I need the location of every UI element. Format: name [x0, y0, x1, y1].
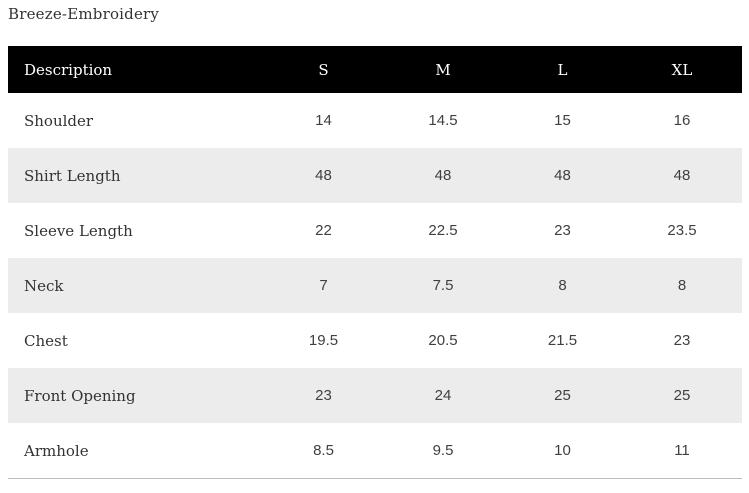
size-value: 9.5	[432, 442, 454, 459]
table-row-chest: Chest 19.5 20.5 21.5 23	[8, 313, 742, 368]
size-value: 19.5	[308, 332, 339, 349]
size-value: 23	[673, 332, 691, 349]
size-value: 8.5	[313, 442, 334, 459]
size-value: 7	[319, 277, 328, 294]
size-value: 8	[558, 277, 567, 294]
size-value: 23.5	[667, 222, 697, 239]
size-value: 23	[554, 222, 571, 239]
row-label: Shoulder	[24, 111, 94, 130]
size-value: 48	[434, 167, 452, 184]
size-value: 25	[554, 387, 571, 404]
size-value: 16	[673, 112, 691, 129]
size-value: 15	[554, 112, 571, 129]
size-value: 24	[434, 387, 452, 404]
row-label: Front Opening	[24, 386, 136, 405]
header-cell-size-s: S	[264, 46, 383, 93]
size-value: 10	[554, 442, 571, 459]
size-value: 14	[315, 112, 332, 129]
size-value: 48	[315, 167, 332, 184]
size-value: 11	[674, 442, 690, 459]
row-label: Armhole	[24, 441, 89, 460]
size-value: 14.5	[428, 112, 458, 129]
size-value: 21.5	[547, 332, 578, 349]
size-value: 8	[677, 277, 687, 294]
size-value: 25	[673, 387, 691, 404]
table-header-row: Description S M L XL	[8, 46, 742, 93]
size-value: 22	[315, 222, 332, 239]
header-cell-size-xl: XL	[622, 46, 742, 93]
row-label: Neck	[24, 276, 64, 295]
header-cell-description: Description	[8, 46, 264, 93]
size-value: 23	[315, 387, 332, 404]
table-row-sleeve-length: Sleeve Length 22 22.5 23 23.5	[8, 203, 742, 258]
row-label: Sleeve Length	[24, 221, 133, 240]
table-row-neck: Neck 7 7.5 8 8	[8, 258, 742, 313]
size-chart-table: Description S M L XL Shoulder 14 14.5 15…	[8, 46, 742, 479]
size-value: 48	[673, 167, 691, 184]
row-label: Shirt Length	[24, 166, 121, 185]
size-value: 7.5	[432, 277, 454, 294]
size-value: 48	[554, 167, 571, 184]
size-value: 20.5	[428, 332, 458, 349]
row-label: Chest	[24, 331, 68, 350]
table-row-shoulder: Shoulder 14 14.5 15 16	[8, 93, 742, 148]
table-row-shirt-length: Shirt Length 48 48 48 48	[8, 148, 742, 203]
table-row-front-opening: Front Opening 23 24 25 25	[8, 368, 742, 423]
header-cell-size-l: L	[503, 46, 622, 93]
header-cell-size-m: M	[383, 46, 503, 93]
size-value: 22.5	[428, 222, 458, 239]
table-row-armhole: Armhole 8.5 9.5 10 11	[8, 423, 742, 479]
page-title: Breeze-Embroidery	[8, 5, 160, 23]
